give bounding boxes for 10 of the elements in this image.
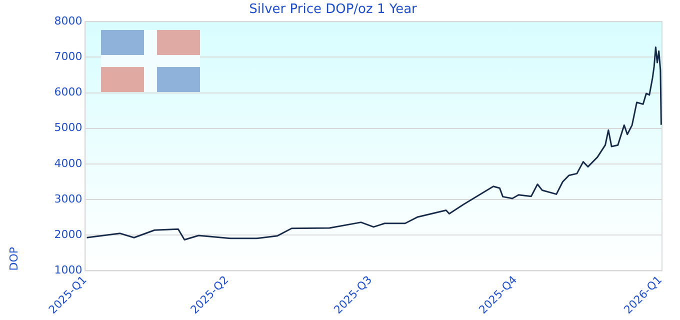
chart-title: Silver Price DOP/oz 1 Year (249, 2, 418, 18)
y-tick-label: 8000 (54, 14, 82, 28)
y-tick-label: 1000 (54, 264, 82, 277)
y-tick-label: 2000 (54, 228, 82, 241)
y-tick-label: 4000 (54, 156, 82, 170)
y-tick-label: 7000 (54, 50, 82, 64)
y-axis-title: DOP (7, 246, 20, 271)
y-tick-label: 6000 (54, 86, 82, 99)
y-tick-label: 3000 (54, 192, 82, 206)
y-tick-label: 5000 (54, 121, 82, 134)
